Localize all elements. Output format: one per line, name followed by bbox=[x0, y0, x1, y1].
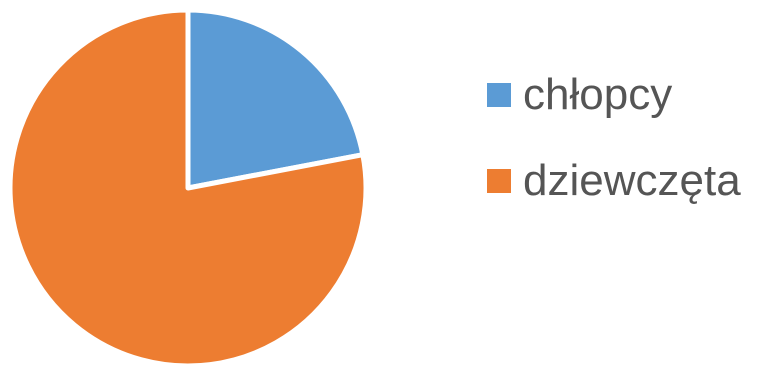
legend-label-dziewczeta: dziewczęta bbox=[523, 156, 741, 205]
pie-slice-dziewczeta bbox=[7, 7, 369, 365]
legend-swatch-chlopcy bbox=[487, 83, 511, 107]
legend-swatch-dziewczeta bbox=[487, 169, 511, 193]
legend-item-dziewczeta: dziewczęta bbox=[487, 158, 762, 204]
legend-item-chlopcy: chłopcy bbox=[487, 72, 762, 118]
chart-legend: chłopcy dziewczęta bbox=[487, 72, 762, 244]
legend-label-chlopcy: chłopcy bbox=[523, 70, 673, 119]
pie-slice-chlopcy bbox=[185, 7, 366, 191]
